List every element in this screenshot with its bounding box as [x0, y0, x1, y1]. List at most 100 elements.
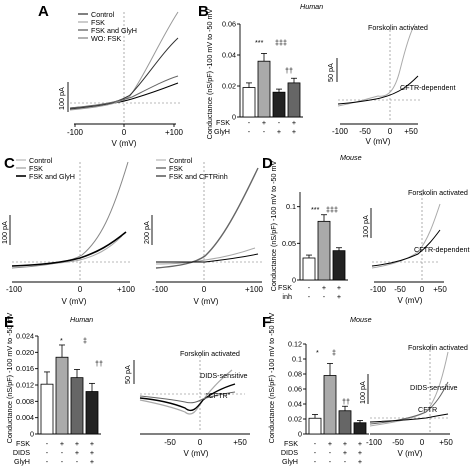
iv-traces-a: [69, 11, 180, 126]
y-tick-label: 0: [232, 113, 236, 122]
condition-mark: +: [328, 439, 332, 448]
condition-mark: -: [248, 118, 251, 127]
bar: [242, 87, 256, 118]
trace-fsk-cftrinh: [156, 253, 259, 263]
trace-label: Forskolin activated: [408, 343, 468, 352]
condition-mark: +: [358, 448, 362, 457]
legend-c2: Control FSK FSK and CFTRinh: [156, 156, 228, 181]
significance-mark: ***: [255, 38, 264, 47]
trace-label: CFTR-dependent: [414, 245, 470, 254]
x-tick-label: -50: [164, 438, 176, 447]
x-tick-label: +100: [117, 285, 136, 294]
significance-mark: ‡‡‡: [326, 205, 338, 214]
row-label: FSK: [216, 118, 230, 127]
iv-traces-b: [337, 23, 420, 120]
trace-label: Forskolin activated: [368, 23, 428, 32]
y-tick-label: 0.016: [16, 364, 34, 373]
species-label: Human: [300, 2, 323, 11]
trace-fsk: [155, 167, 259, 269]
condition-mark: +: [337, 283, 341, 292]
iv-traces-d: [371, 190, 441, 282]
row-label: inh: [282, 292, 292, 301]
species-label: Human: [70, 315, 93, 324]
significance-mark: ‡: [332, 348, 336, 357]
panel-label-c: C: [4, 155, 15, 172]
condition-mark: -: [329, 457, 332, 466]
condition-mark: +: [292, 127, 296, 136]
panel-a: A Control FSK FSK and GlyH WO: FSK 100 p…: [38, 3, 184, 148]
y-tick-label: 0: [292, 276, 296, 285]
scale-label: 200 pA: [142, 221, 151, 244]
trace-forskolin-activated: [139, 369, 233, 415]
panel-d: D Mouse Conductance (nS/pF) -100 mV to -…: [262, 153, 470, 305]
trace-cftr-dependent: [337, 75, 419, 105]
trace-label: CFTR-dependent: [400, 83, 456, 92]
condition-mark: +: [75, 439, 79, 448]
y-tick-label: 0.06: [288, 385, 302, 394]
panel-label-d: D: [262, 155, 273, 172]
x-tick-label: +50: [233, 438, 247, 447]
condition-mark: -: [76, 457, 79, 466]
species-label: Mouse: [340, 153, 362, 162]
legend-item: FSK: [169, 164, 183, 173]
bar: [85, 391, 99, 435]
row-label: FSK: [284, 439, 298, 448]
condition-mark: +: [75, 448, 79, 457]
x-tick-label: -100: [6, 285, 23, 294]
bar: [302, 257, 316, 281]
x-tick-label: -100: [152, 285, 169, 294]
legend-item: FSK: [91, 18, 105, 27]
y-tick-label: 0.06: [222, 20, 236, 29]
trace-cftr-dependent: [371, 229, 441, 267]
row-label: GlyH: [14, 457, 30, 466]
iv-traces-e: [139, 352, 245, 432]
legend-item: FSK and CFTRinh: [169, 172, 228, 181]
bar: [257, 60, 271, 118]
trace-label: DIDS-sensitive: [200, 371, 248, 380]
x-tick-label: 0: [122, 128, 127, 137]
trace-wo-fsk: [69, 75, 179, 109]
x-tick-label: -100: [332, 127, 349, 136]
bar: [308, 417, 322, 435]
x-axis-label: V (mV): [194, 297, 219, 306]
y-tick-label: 0: [298, 430, 302, 439]
panel-b: B Human Conductance (nS/pF) -100 mV to -…: [198, 2, 456, 146]
condition-mark: +: [358, 457, 362, 466]
condition-mark: -: [248, 127, 251, 136]
condition-mark: +: [322, 283, 326, 292]
x-tick-label: +50: [404, 127, 418, 136]
condition-mark: -: [46, 439, 49, 448]
bar: [287, 82, 301, 118]
x-axis-label: V (mV): [62, 297, 87, 306]
row-label: GlyH: [282, 457, 298, 466]
significance-mark: ***: [311, 205, 320, 214]
legend-a: Control FSK FSK and GlyH WO: FSK: [78, 10, 137, 43]
bar: [317, 220, 331, 281]
condition-mark: -: [61, 448, 64, 457]
condition-mark: -: [308, 283, 311, 292]
y-tick-label: 0.08: [288, 370, 302, 379]
x-tick-label: +50: [433, 285, 447, 294]
significance-mark: *: [316, 348, 319, 357]
x-axis-label: V (mV): [112, 139, 137, 148]
trace-label: DIDS-sensitive: [410, 383, 458, 392]
trace-dids-sensitive: [139, 383, 236, 412]
y-axis-label: Conductance (nS/pF) -100 mV to -50 mV: [267, 312, 276, 443]
condition-mark: -: [278, 118, 281, 127]
x-tick-label: -50: [359, 127, 371, 136]
condition-mark: -: [46, 448, 49, 457]
x-tick-label: 0: [420, 285, 425, 294]
y-tick-label: 0.04: [288, 400, 302, 409]
y-axis-label: Conductance (nS/pF) -100 mV to -50 mV: [269, 160, 278, 291]
x-axis-label: V (mV): [184, 449, 209, 458]
x-tick-label: -100: [366, 438, 383, 447]
trace-forskolin-activated: [337, 23, 416, 107]
bar: [338, 410, 352, 435]
scale-label: 100 pA: [0, 221, 9, 244]
x-tick-label: 0: [202, 285, 207, 294]
legend-item: FSK and GlyH: [29, 172, 75, 181]
x-tick-label: -50: [394, 285, 406, 294]
condition-mark: +: [60, 439, 64, 448]
condition-mark: -: [308, 292, 311, 301]
significance-mark: ††: [285, 66, 293, 75]
